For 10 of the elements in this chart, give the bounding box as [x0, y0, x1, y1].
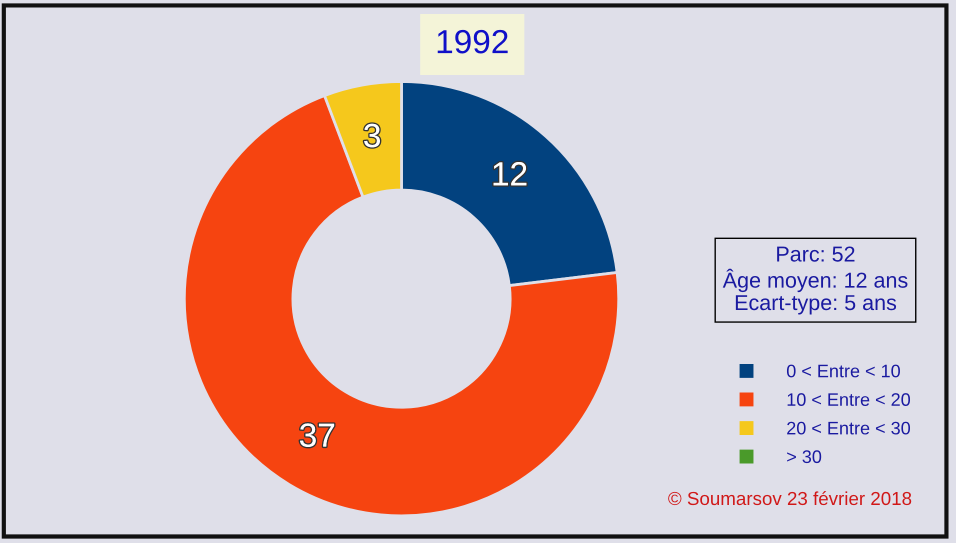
legend-label: > 30 [787, 450, 822, 464]
legend-label: 20 < Entre < 30 [787, 422, 910, 435]
legend-label: 0 < Entre < 10 [786, 364, 900, 378]
data-label: 3 [364, 124, 380, 148]
chart-title: 1992 [438, 30, 508, 54]
text: Parc: 52 Âge moyen: 12 ans Ecart-type: 5 ans [722, 246, 908, 314]
text: © Soumarsov 23 février 2018 [668, 491, 912, 506]
data-label: 12 [494, 162, 526, 186]
data-label: 37 [300, 423, 334, 448]
legend-label: 10 < Entre < 20 [788, 393, 910, 406]
